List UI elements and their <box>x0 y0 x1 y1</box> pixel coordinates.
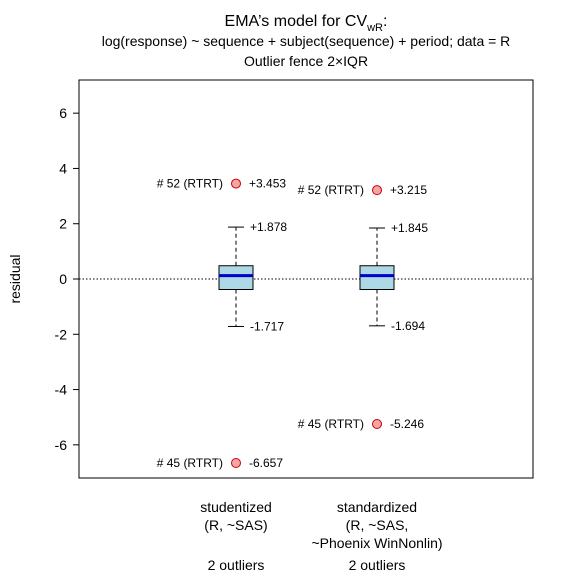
chart-title-main: EMA’s model for CV <box>225 13 368 30</box>
outlier-id-label: # 45 (RTRT) <box>298 417 364 431</box>
y-axis-label: residual <box>7 254 23 303</box>
y-axis: 6 4 2 0 -2 -4 -6 <box>55 105 80 453</box>
outlier-value-label: +3.453 <box>249 177 286 191</box>
box-2: +1.845 -1.694 # 52 (RTRT) +3.215 # 45 (RTRT)… <box>298 183 429 431</box>
category-label-line: ~Phoenix WinNonlin) <box>311 535 442 551</box>
category-label-line: standardized <box>337 499 417 515</box>
category-label-line: 2 outliers <box>349 557 406 573</box>
outlier-point <box>231 178 241 189</box>
chart-title-subscript: wR <box>366 22 383 34</box>
outlier-point <box>231 457 241 468</box>
category-labels: studentized (R, ~SAS) 2 outliers standardiz… <box>200 499 442 573</box>
outlier-id-label: # 52 (RTRT) <box>157 177 223 191</box>
outlier-value-label: -6.657 <box>249 456 283 470</box>
whisker-low-label: -1.694 <box>391 319 425 333</box>
outlier-point <box>372 418 382 429</box>
chart-subtitle-fence: Outlier fence 2×IQR <box>244 53 368 69</box>
y-tick-label: 4 <box>59 160 67 176</box>
whisker-high-label: +1.845 <box>391 221 428 235</box>
outlier-point <box>372 185 382 196</box>
boxes-layer: +1.878 -1.717 # 52 (RTRT) +3.453 # 45 (RTRT)… <box>157 177 429 470</box>
whisker-high-label: +1.878 <box>250 220 287 234</box>
y-tick-label: -2 <box>55 326 68 342</box>
chart-title-tail: : <box>383 13 387 30</box>
y-tick-label: -4 <box>55 382 68 398</box>
outlier-id-label: # 52 (RTRT) <box>298 183 364 197</box>
outlier-value-label: -5.246 <box>390 417 424 431</box>
iqr-box <box>218 265 254 291</box>
y-tick-label: 2 <box>59 216 67 232</box>
outlier-value-label: +3.215 <box>390 183 427 197</box>
chart-title: EMA’s model for CVwR: <box>225 13 388 34</box>
y-tick-label: 0 <box>59 271 67 287</box>
category-label-line: 2 outliers <box>208 557 265 573</box>
outlier-id-label: # 45 (RTRT) <box>157 456 223 470</box>
whisker-low-label: -1.717 <box>250 319 284 333</box>
y-tick-label: -6 <box>55 437 68 453</box>
chart-subtitle: log(response) ~ sequence + subject(seque… <box>102 33 511 49</box>
iqr-box <box>359 265 395 291</box>
category-label-line: (R, ~SAS) <box>204 517 267 533</box>
category-label-line: studentized <box>200 499 272 515</box>
box-1: +1.878 -1.717 # 52 (RTRT) +3.453 # 45 (RTRT)… <box>157 177 288 470</box>
category-label-line: (R, ~SAS, <box>346 517 409 533</box>
y-tick-label: 6 <box>59 105 67 121</box>
